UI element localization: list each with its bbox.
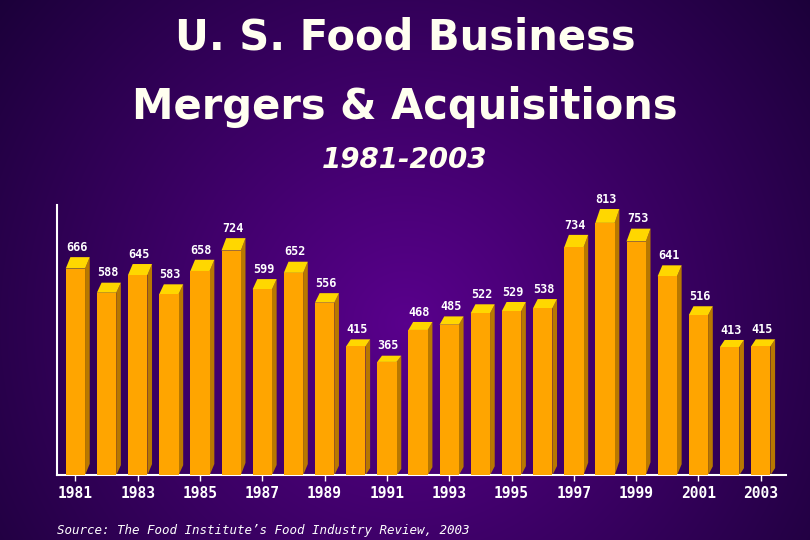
Polygon shape — [147, 264, 152, 475]
Polygon shape — [397, 356, 401, 475]
Text: 485: 485 — [440, 300, 462, 313]
Polygon shape — [272, 279, 277, 475]
Polygon shape — [615, 209, 620, 475]
Polygon shape — [303, 262, 308, 475]
Text: Source: The Food Institute’s Food Industry Review, 2003: Source: The Food Institute’s Food Indust… — [57, 524, 469, 537]
Polygon shape — [190, 260, 215, 271]
Polygon shape — [408, 322, 433, 330]
Polygon shape — [751, 339, 775, 346]
Bar — [626, 241, 646, 475]
Bar — [533, 308, 552, 475]
Text: 599: 599 — [253, 263, 275, 276]
Text: 724: 724 — [222, 222, 243, 235]
Bar — [471, 313, 490, 475]
Bar — [190, 271, 210, 475]
Polygon shape — [178, 285, 183, 475]
Polygon shape — [253, 279, 277, 289]
Polygon shape — [210, 260, 215, 475]
Bar — [377, 362, 397, 475]
Text: 813: 813 — [595, 193, 617, 206]
Text: 556: 556 — [315, 277, 337, 290]
Text: 588: 588 — [97, 266, 118, 279]
Polygon shape — [658, 265, 682, 276]
Text: 415: 415 — [752, 323, 773, 336]
Text: 468: 468 — [409, 306, 430, 319]
Bar — [658, 276, 677, 475]
Polygon shape — [377, 356, 401, 362]
Bar — [315, 302, 335, 475]
Text: 516: 516 — [689, 290, 710, 303]
Polygon shape — [346, 339, 370, 346]
Text: 538: 538 — [534, 283, 555, 296]
Polygon shape — [646, 228, 650, 475]
Polygon shape — [66, 257, 90, 268]
Bar — [565, 247, 583, 475]
Text: 753: 753 — [627, 212, 648, 225]
Polygon shape — [221, 238, 245, 251]
Bar — [751, 346, 770, 475]
Text: 1981-2003: 1981-2003 — [322, 146, 488, 174]
Polygon shape — [740, 340, 744, 475]
Polygon shape — [552, 299, 557, 475]
Polygon shape — [335, 293, 339, 475]
Polygon shape — [720, 340, 744, 347]
Bar — [440, 325, 459, 475]
Bar — [128, 275, 147, 475]
Text: Mergers & Acquisitions: Mergers & Acquisitions — [132, 86, 678, 129]
Text: 658: 658 — [190, 244, 212, 256]
Text: 652: 652 — [284, 246, 305, 259]
Text: 415: 415 — [347, 323, 368, 336]
Polygon shape — [440, 316, 463, 325]
Bar — [688, 315, 708, 475]
Polygon shape — [241, 238, 245, 475]
Bar — [160, 294, 178, 475]
Polygon shape — [160, 285, 183, 294]
Polygon shape — [533, 299, 557, 308]
Polygon shape — [595, 209, 620, 223]
Bar — [97, 293, 116, 475]
Polygon shape — [502, 302, 526, 311]
Bar — [221, 251, 241, 475]
Polygon shape — [284, 262, 308, 273]
Polygon shape — [471, 304, 495, 313]
Bar — [66, 268, 85, 475]
Text: 529: 529 — [502, 286, 523, 299]
Polygon shape — [97, 282, 121, 293]
Polygon shape — [708, 306, 713, 475]
Bar — [595, 223, 615, 475]
Bar — [720, 347, 740, 475]
Text: 666: 666 — [66, 241, 87, 254]
Polygon shape — [565, 235, 588, 247]
Polygon shape — [521, 302, 526, 475]
Bar — [408, 330, 428, 475]
Polygon shape — [626, 228, 650, 241]
Polygon shape — [428, 322, 433, 475]
Text: 641: 641 — [658, 249, 680, 262]
Polygon shape — [315, 293, 339, 302]
Bar — [346, 346, 365, 475]
Bar — [253, 289, 272, 475]
Polygon shape — [677, 265, 682, 475]
Text: 522: 522 — [471, 288, 492, 301]
Polygon shape — [583, 235, 588, 475]
Polygon shape — [459, 316, 463, 475]
Polygon shape — [688, 306, 713, 315]
Polygon shape — [116, 282, 121, 475]
Text: 734: 734 — [565, 219, 586, 232]
Bar — [502, 311, 521, 475]
Text: U. S. Food Business: U. S. Food Business — [175, 16, 635, 58]
Text: 365: 365 — [377, 340, 399, 353]
Polygon shape — [128, 264, 152, 275]
Polygon shape — [365, 339, 370, 475]
Text: 413: 413 — [720, 324, 742, 337]
Polygon shape — [770, 339, 775, 475]
Polygon shape — [490, 304, 495, 475]
Text: 583: 583 — [160, 268, 181, 281]
Bar — [284, 273, 303, 475]
Polygon shape — [85, 257, 90, 475]
Text: 645: 645 — [129, 248, 150, 261]
